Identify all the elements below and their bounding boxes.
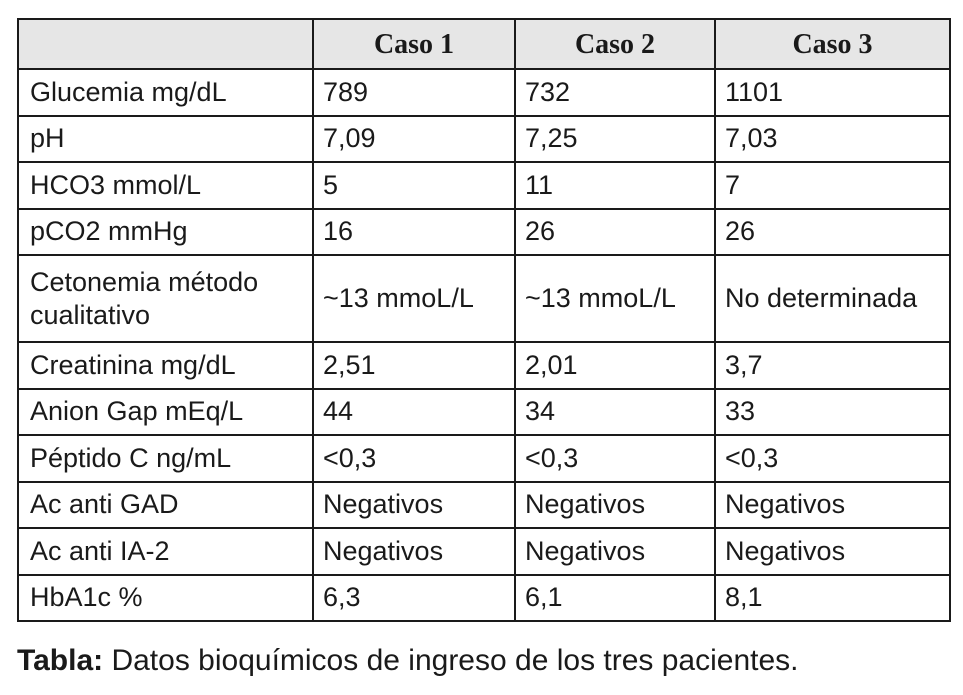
table-row: HCO3 mmol/L 5 11 7 — [17, 161, 951, 210]
table-cell: <0,3 — [714, 434, 951, 483]
header-cell-caso-1: Caso 1 — [312, 18, 516, 70]
table-cell: 3,7 — [714, 341, 951, 390]
table-cell: Negativos — [714, 527, 951, 576]
table-caption: Tabla: Datos bioquímicos de ingreso de l… — [17, 643, 799, 679]
table-row: Creatinina mg/dL 2,51 2,01 3,7 — [17, 341, 951, 390]
table-cell: 7,09 — [312, 114, 516, 163]
table-cell: 26 — [514, 207, 716, 256]
table-row: Ac anti IA-2 Negativos Negativos Negativ… — [17, 527, 951, 576]
table-cell: 6,3 — [312, 573, 516, 622]
table-cell: 1101 — [714, 68, 951, 117]
table-cell: 34 — [514, 387, 716, 436]
table-cell: 7 — [714, 161, 951, 210]
table-cell: 16 — [312, 207, 516, 256]
table-row: Anion Gap mEq/L 44 34 33 — [17, 387, 951, 436]
table-cell: Negativos — [312, 480, 516, 529]
row-label: pH — [17, 114, 314, 163]
table-cell: 2,01 — [514, 341, 716, 390]
table-cell: 789 — [312, 68, 516, 117]
table-cell: Negativos — [514, 527, 716, 576]
table-cell: 8,1 — [714, 573, 951, 622]
caption-text: Datos bioquímicos de ingreso de los tres… — [103, 644, 799, 677]
table-cell: Negativos — [312, 527, 516, 576]
row-label: Cetonemia método cualitativo — [17, 254, 314, 343]
table-cell: 7,03 — [714, 114, 951, 163]
table-row: Cetonemia método cualitativo ~13 mmoL/L … — [17, 254, 951, 343]
table-cell: Negativos — [514, 480, 716, 529]
row-label: pCO2 mmHg — [17, 207, 314, 256]
table-row: Péptido C ng/mL <0,3 <0,3 <0,3 — [17, 434, 951, 483]
row-label: Péptido C ng/mL — [17, 434, 314, 483]
table-cell: Negativos — [714, 480, 951, 529]
table-cell: No determinada — [714, 254, 951, 343]
table-cell: 732 — [514, 68, 716, 117]
header-cell-caso-3: Caso 3 — [714, 18, 951, 70]
table-row: HbA1c % 6,3 6,1 8,1 — [17, 573, 951, 622]
row-label: HCO3 mmol/L — [17, 161, 314, 210]
table-row: Ac anti GAD Negativos Negativos Negativo… — [17, 480, 951, 529]
caption-label: Tabla: — [17, 644, 104, 677]
table-cell: ~13 mmoL/L — [312, 254, 516, 343]
table-cell: <0,3 — [312, 434, 516, 483]
table-cell: 26 — [714, 207, 951, 256]
table-row: Glucemia mg/dL 789 732 1101 — [17, 68, 951, 117]
row-label: Ac anti IA-2 — [17, 527, 314, 576]
table-row: pCO2 mmHg 16 26 26 — [17, 207, 951, 256]
row-label: Anion Gap mEq/L — [17, 387, 314, 436]
row-label: HbA1c % — [17, 573, 314, 622]
biochemical-data-table: Caso 1 Caso 2 Caso 3 Glucemia mg/dL 789 … — [17, 18, 951, 622]
header-cell-caso-2: Caso 2 — [514, 18, 716, 70]
table-header-row: Caso 1 Caso 2 Caso 3 — [17, 18, 951, 70]
table-cell: 11 — [514, 161, 716, 210]
table-cell: 6,1 — [514, 573, 716, 622]
table-cell: 7,25 — [514, 114, 716, 163]
table-cell: 44 — [312, 387, 516, 436]
row-label: Glucemia mg/dL — [17, 68, 314, 117]
table-cell: ~13 mmoL/L — [514, 254, 716, 343]
table-cell: <0,3 — [514, 434, 716, 483]
table-row: pH 7,09 7,25 7,03 — [17, 114, 951, 163]
header-cell-empty — [17, 18, 314, 70]
table-cell: 5 — [312, 161, 516, 210]
table-cell: 2,51 — [312, 341, 516, 390]
table-cell: 33 — [714, 387, 951, 436]
row-label: Creatinina mg/dL — [17, 341, 314, 390]
row-label: Ac anti GAD — [17, 480, 314, 529]
